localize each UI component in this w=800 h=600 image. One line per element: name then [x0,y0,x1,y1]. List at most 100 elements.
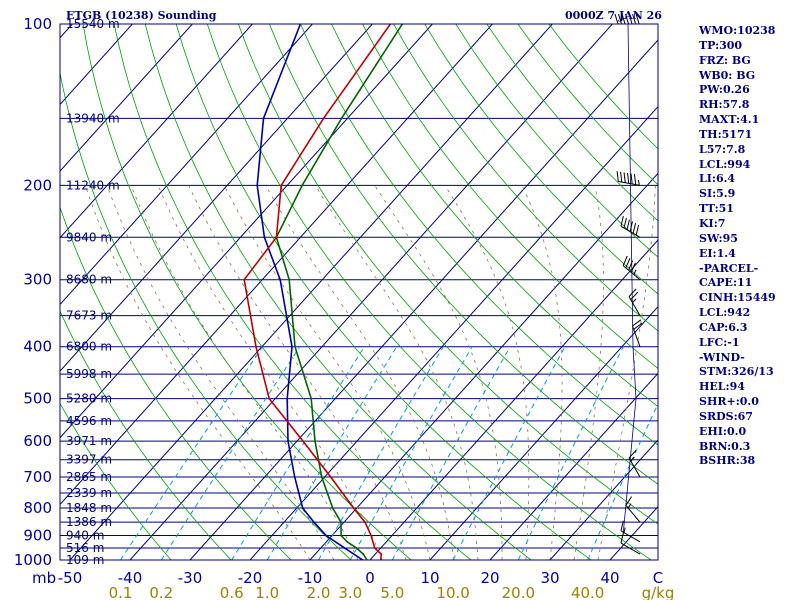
dewpoint-point [287,440,289,442]
wind-barb-flag [635,13,640,25]
chart-timestamp: 0000Z 7 JAN 26 [565,9,662,22]
wind-barb-flag [629,221,633,232]
wind-barb [620,532,641,555]
index-item: SHR+:0.0 [699,395,759,409]
index-item: KI:7 [699,216,726,230]
mixing-ratio-line [318,346,444,560]
dry-adiabat-line [60,206,292,560]
wind-barb [628,449,641,478]
plot-frame [59,23,659,561]
isotherm-line [549,439,658,560]
wind-barb-flag [633,174,637,185]
pressure-tick-label: 1000 [14,551,52,569]
wind-barb-flag [633,322,643,330]
parcel-point [380,553,383,555]
pressure-tick-label: 500 [23,390,52,408]
wind-barb-staff [622,265,641,281]
mixing-ratio-label: 2.0 [307,584,331,600]
temperature-point [314,440,316,442]
dewpoint-point [262,117,265,120]
parcel-point [322,117,325,120]
mixing-ratio-line [266,346,398,560]
moist-adiabat-line [223,185,431,560]
wind-barb-flag [628,449,637,459]
moist-adiabat-line [84,185,311,560]
dry-adiabat-line [60,310,232,560]
mixing-ratio-line [391,346,511,560]
dewpoint-point [293,476,296,478]
wind-barb-flag [626,219,630,230]
temperature-point [301,184,304,187]
wind-barb-flag [635,224,640,236]
temperature-tick-label: -40 [118,569,143,587]
dry-adiabat-line [269,24,658,485]
moist-adiabat-line [314,185,479,560]
mixing-ratio-label: 1.0 [255,584,279,600]
wind-barb-flag [620,216,624,227]
parcel-point [370,534,372,537]
pressure-tick-label: 100 [23,15,52,33]
index-item: WMO:10238 [699,24,776,37]
height-label: 13940 m [66,111,120,125]
isotherm-line [69,24,553,560]
dry-adiabat-line [60,402,172,560]
wind-barb [620,216,641,238]
dry-adiabat-line [113,24,472,560]
mixing-ratio-label: 5.0 [380,584,404,600]
pressure-unit-label: mb [32,569,56,587]
index-item: L57:7.8 [699,142,746,156]
dry-adiabat-line [60,70,352,560]
temperature-point [340,117,343,120]
index-item: LCL:942 [699,306,751,320]
wind-barb-flag [618,13,622,25]
wind-barb-half-flag [630,456,635,462]
mixing-ratio-label: 0.6 [220,584,244,600]
wind-barb-flag [632,319,642,327]
isotherm-line [369,239,658,560]
height-label: 9840 m [66,230,112,244]
wind-barb-flag [632,223,637,234]
temperature-point [331,507,334,509]
dewpoint-point [279,278,282,281]
parcel-point [373,547,376,549]
height-label: 3971 m [66,434,112,448]
isotherm-line [429,305,658,560]
moist-adiabat-line [444,185,530,560]
temperature-point [288,278,291,281]
isotherm-line [60,24,373,372]
index-item: BSHR:38 [699,454,756,468]
parcel-point [268,397,271,400]
wind-barb-flag [625,258,631,269]
index-item: LFC:-1 [699,335,740,349]
moist-adiabat-line [374,185,503,560]
temperature-tick-label: -10 [298,569,323,587]
wind-barb-staff [620,542,641,555]
parcel-point [280,184,283,187]
parcel-point [364,521,366,524]
height-label: 5280 m [66,392,112,406]
wind-barb-half-flag [632,298,637,304]
wind-barb-flag [625,496,633,506]
mixing-ratio-label: 40.0 [571,584,604,600]
wind-barb-flag [620,171,623,183]
mixing-ratio-label: g/kg [642,584,675,600]
moist-adiabat-line [597,185,656,560]
temperature-point [294,345,296,348]
height-label: 1386 m [66,515,112,529]
dewpoint-trace [256,24,364,560]
index-item: -WIND- [699,350,745,364]
index-item: TP:300 [699,38,743,52]
temperature-tick-label: 30 [540,569,559,587]
wind-barb-flag [628,13,633,25]
wind-barb-staff [620,530,641,543]
mixing-ratio-line [349,346,473,560]
index-item: WB0: BG [699,68,756,82]
parcel-point [255,345,257,348]
parcel-point [329,476,332,478]
height-label: 3397 m [66,453,112,467]
index-item: TH:5171 [699,127,753,141]
dry-adiabat-line [82,24,412,560]
mixing-ratio-line [120,346,264,560]
mixing-ratio-line [587,402,658,560]
temperature-point [355,547,358,549]
